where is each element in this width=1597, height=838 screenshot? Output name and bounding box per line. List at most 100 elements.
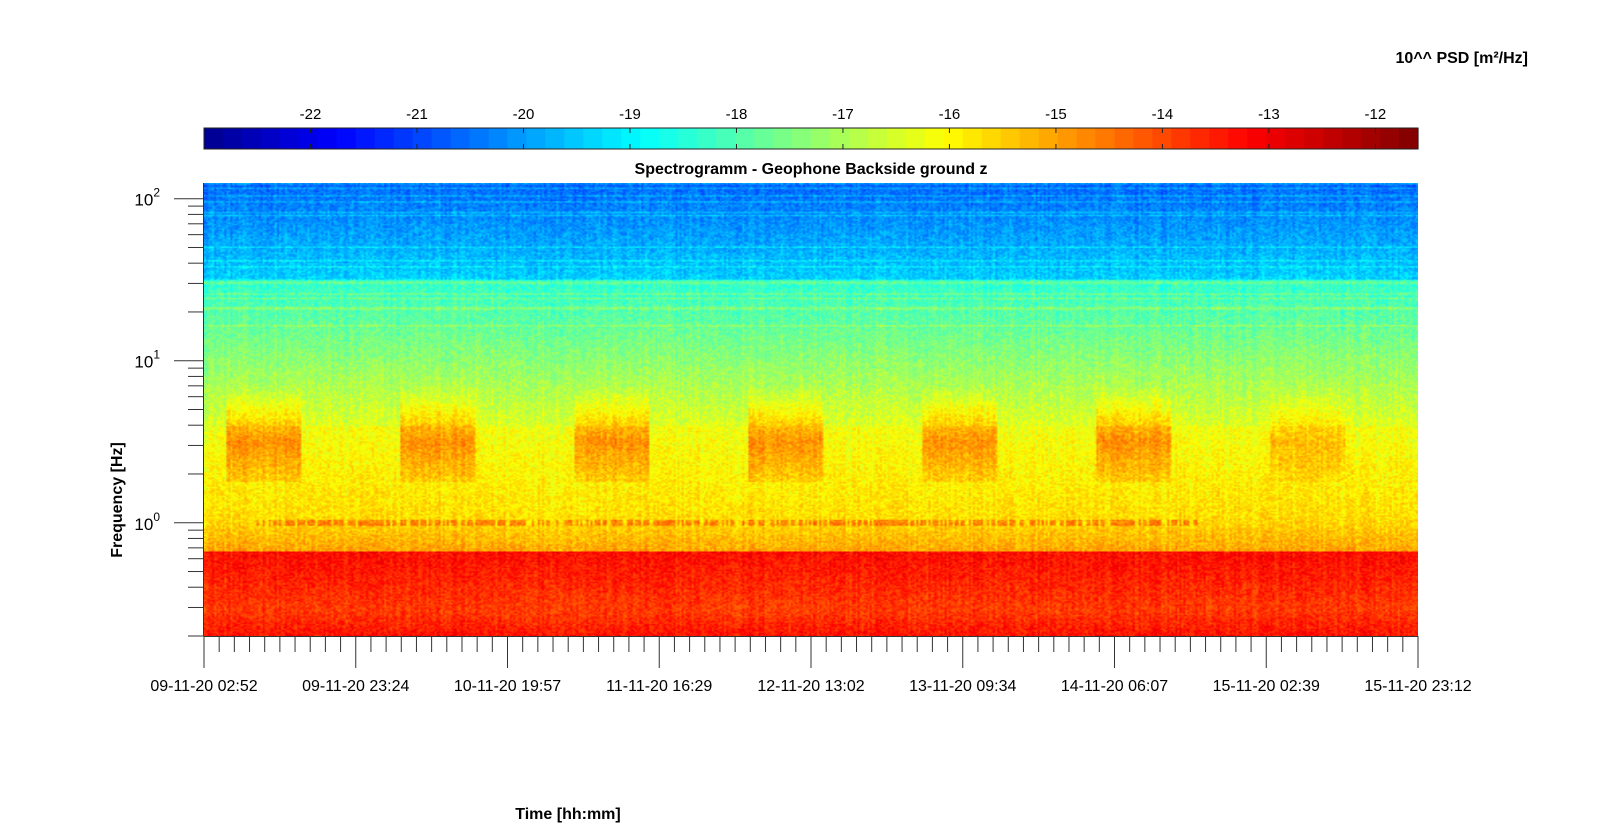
spectrogram-image — [204, 183, 1418, 636]
colorbar-cell — [412, 128, 433, 149]
colorbar-cell — [222, 128, 243, 149]
colorbar-tick-label: -16 — [939, 106, 961, 123]
colorbar-cell — [602, 128, 622, 149]
colorbar-cell — [678, 128, 698, 149]
colorbar-cell — [1095, 128, 1116, 149]
colorbar-cell — [792, 128, 812, 149]
colorbar-cell — [659, 128, 679, 149]
colorbar-cell — [204, 128, 224, 149]
colorbar-tick-label: -14 — [1152, 106, 1174, 123]
colorbar-cell — [526, 128, 547, 149]
colorbar-cell — [735, 128, 755, 149]
x-tick-label: 15-11-20 02:39 — [1213, 678, 1320, 695]
colorbar-cell — [450, 128, 471, 149]
colorbar-tick-label: -20 — [513, 106, 535, 123]
x-axis-label: Time [hh:mm] — [515, 806, 620, 823]
colorbar-cell — [1285, 128, 1305, 149]
colorbar-cell — [924, 128, 945, 149]
y-tick-label: 101 — [134, 348, 160, 372]
colorbar-cell — [1152, 128, 1173, 149]
colorbar-ticks: -22 -21 -20 -19 -18 -17 -16 -15 -14 -13 -12 — [300, 106, 1387, 149]
colorbar-cell — [905, 128, 926, 149]
colorbar-tick-label: -19 — [619, 106, 641, 123]
x-tick-label: 09-11-20 02:52 — [150, 678, 257, 695]
colorbar-cell — [431, 128, 452, 149]
colorbar-tick-label: -12 — [1365, 106, 1387, 123]
colorbar-cell — [488, 128, 509, 149]
x-tick-label: 14-11-20 06:07 — [1061, 678, 1168, 695]
colorbar-label: 10^^ PSD [m²/Hz] — [1396, 50, 1528, 67]
colorbar-cell — [545, 128, 566, 149]
colorbar-cell — [260, 128, 281, 149]
colorbar-cell — [848, 128, 869, 149]
x-axis: 09-11-20 02:52 09-11-20 23:24 10-11-20 19:… — [150, 636, 1472, 695]
colorbar: -22 -21 -20 -19 -18 -17 -16 -15 -14 -13 -12 — [203, 106, 1419, 150]
colorbar-cell — [1323, 128, 1343, 149]
x-tick-label: 10-11-20 19:57 — [454, 678, 561, 695]
colorbar-cell — [583, 128, 603, 149]
colorbar-cell — [1209, 128, 1229, 149]
colorbar-cell — [1266, 128, 1286, 149]
colorbar-cell — [393, 128, 414, 149]
colorbar-cell — [829, 128, 850, 149]
colorbar-cell — [1076, 128, 1097, 149]
colorbar-tick-label: -22 — [300, 106, 322, 123]
y-axis: 100 101 102 — [134, 183, 204, 637]
x-tick-label: 12-11-20 13:02 — [757, 678, 864, 695]
colorbar-cell — [943, 128, 964, 149]
colorbar-cell — [1228, 128, 1248, 149]
y-tick-label: 100 — [134, 510, 160, 534]
colorbar-cell — [1399, 128, 1419, 149]
colorbar-cell — [1247, 128, 1267, 149]
colorbar-tick-label: -15 — [1045, 106, 1067, 123]
colorbar-cell — [1038, 128, 1059, 149]
colorbar-cells — [204, 128, 1419, 149]
colorbar-cell — [1361, 128, 1381, 149]
colorbar-cell — [1304, 128, 1324, 149]
colorbar-cell — [1000, 128, 1021, 149]
colorbar-cell — [773, 128, 793, 149]
colorbar-cell — [298, 128, 319, 149]
colorbar-tick-label: -13 — [1258, 106, 1280, 123]
colorbar-cell — [1019, 128, 1040, 149]
colorbar-cell — [336, 128, 357, 149]
colorbar-cell — [1133, 128, 1154, 149]
colorbar-tick-label: -17 — [832, 106, 854, 123]
colorbar-cell — [355, 128, 376, 149]
chart-title: Spectrogramm - Geophone Backside ground … — [635, 161, 988, 178]
colorbar-cell — [697, 128, 717, 149]
colorbar-cell — [1171, 128, 1191, 149]
x-tick-label: 15-11-20 23:12 — [1364, 678, 1471, 695]
y-axis-label: Frequency [Hz] — [109, 442, 126, 558]
colorbar-cell — [241, 128, 262, 149]
colorbar-cell — [962, 128, 983, 149]
colorbar-cell — [621, 128, 641, 149]
colorbar-cell — [886, 128, 907, 149]
y-tick-label: 102 — [134, 186, 160, 210]
colorbar-cell — [1380, 128, 1400, 149]
colorbar-cell — [867, 128, 888, 149]
colorbar-cell — [640, 128, 660, 149]
colorbar-cell — [716, 128, 736, 149]
spectrogram-plot: 100 101 102 09-11-20 02:52 09-11-20 23:24 10… — [134, 183, 1472, 695]
colorbar-cell — [507, 128, 528, 149]
colorbar-cell — [469, 128, 490, 149]
x-tick-label: 11-11-20 16:29 — [606, 678, 712, 695]
colorbar-cell — [754, 128, 774, 149]
colorbar-cell — [1342, 128, 1362, 149]
colorbar-cell — [1114, 128, 1135, 149]
colorbar-frame — [203, 127, 1419, 150]
colorbar-tick-label: -18 — [726, 106, 748, 123]
colorbar-tick-label: -21 — [406, 106, 428, 123]
x-tick-label: 13-11-20 09:34 — [909, 678, 1016, 695]
x-tick-label: 09-11-20 23:24 — [302, 678, 409, 695]
colorbar-cell — [374, 128, 395, 149]
colorbar-cell — [317, 128, 338, 149]
colorbar-cell — [1190, 128, 1210, 149]
colorbar-cell — [279, 128, 300, 149]
colorbar-cell — [811, 128, 831, 149]
colorbar-cell — [564, 128, 584, 149]
colorbar-cell — [981, 128, 1002, 149]
colorbar-cell — [1057, 128, 1078, 149]
